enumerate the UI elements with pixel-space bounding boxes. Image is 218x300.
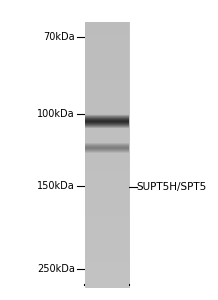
- Text: HeLa: HeLa: [100, 261, 127, 288]
- Text: 150kDa: 150kDa: [37, 181, 75, 191]
- Text: 100kDa: 100kDa: [37, 109, 75, 119]
- Text: 250kDa: 250kDa: [37, 264, 75, 274]
- Text: SUPT5H/SPT5: SUPT5H/SPT5: [137, 182, 207, 192]
- Text: 70kDa: 70kDa: [43, 32, 75, 42]
